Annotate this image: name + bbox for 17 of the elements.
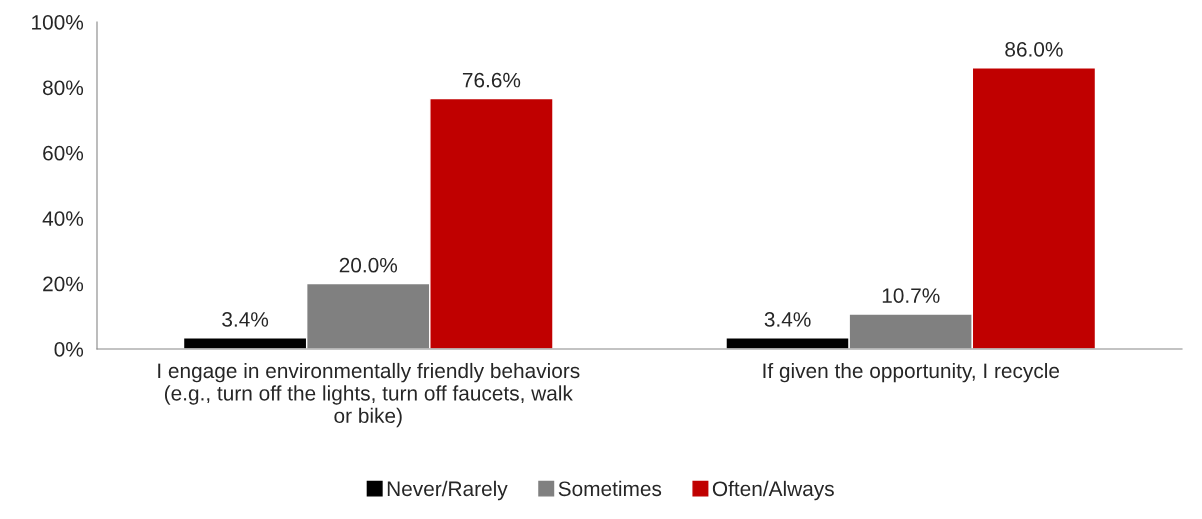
data-label: 10.7% [882,288,940,303]
data-label: 3.4% [764,312,811,327]
y-tick-label: 20% [43,276,84,292]
legend-label: Often/Always [712,480,834,501]
y-tick-label: 80% [43,80,84,96]
x-tick-label: I engage in environmentally friendly behaviors (e.g., turn off the lights, turn off faucets, walk or bike) [158,362,580,428]
legend-label: Never/Rarely [387,480,508,501]
data-label: 76.6% [462,72,521,88]
legend-label: Sometimes [558,480,662,497]
x-tick-label: If given the opportunity, I recycle [763,362,1060,383]
data-label: 3.4% [222,312,269,327]
data-label: 86.0% [1005,41,1063,57]
data-label: 20.0% [339,257,398,273]
y-tick-label: 40% [42,211,84,226]
y-tick-label: 0% [54,342,84,357]
y-tick-label: 60% [43,145,84,161]
y-tick-label: 100% [32,15,84,30]
